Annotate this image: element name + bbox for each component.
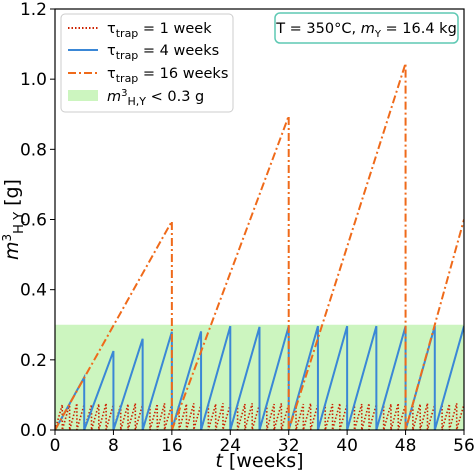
x-tick-label: 8 [108,436,119,456]
legend-patch-shaded-region [68,90,98,101]
x-tick-label: 40 [336,436,358,456]
legend: τtrap = 1 week τtrap = 4 weeks τtrap = 1… [60,13,234,113]
y-tick-label: 0.0 [20,421,47,441]
y-tick-label: 0.8 [20,140,47,160]
x-tick-label: 16 [161,436,183,456]
y-tick-label: 1.2 [20,0,47,20]
x-tick-label: 56 [453,436,474,456]
y-tick-label: 1.0 [20,70,47,90]
y-axis-label: m3H,Y [g] [0,179,27,260]
legend-box [60,13,234,113]
series-line-16-weeks [55,63,464,430]
annotation: T = 350°C, mY = 16.4 kg [274,12,459,44]
x-tick-label: 48 [395,436,417,456]
y-tick-label: 0.2 [20,351,47,371]
y-tick-label: 0.6 [20,211,47,231]
x-tick-label: 0 [50,436,61,456]
x-tick-label: 32 [278,436,300,456]
legend-label-4-weeks: τtrap = 4 weeks [107,43,219,62]
series-line-4-weeks [55,325,464,430]
series-layer [55,63,464,430]
x-axis-label: t [weeks] [215,450,303,472]
ticks-layer: 0 8 16 24 32 40 48 56 0.0 0.2 0.4 0.6 0.8 1.0 1.2 [20,0,474,456]
legend-label-16-weeks: τtrap = 16 weeks [107,66,228,85]
y-tick-label: 0.4 [20,281,47,301]
legend-label-1-week: τtrap = 1 week [107,21,212,40]
annotation-box [274,12,459,44]
annotation-text: T = 350°C, mY = 16.4 kg [275,21,457,40]
x-tick-label: 24 [219,436,241,456]
legend-label-shaded-region: m3H,Y < 0.3 g [107,88,204,108]
